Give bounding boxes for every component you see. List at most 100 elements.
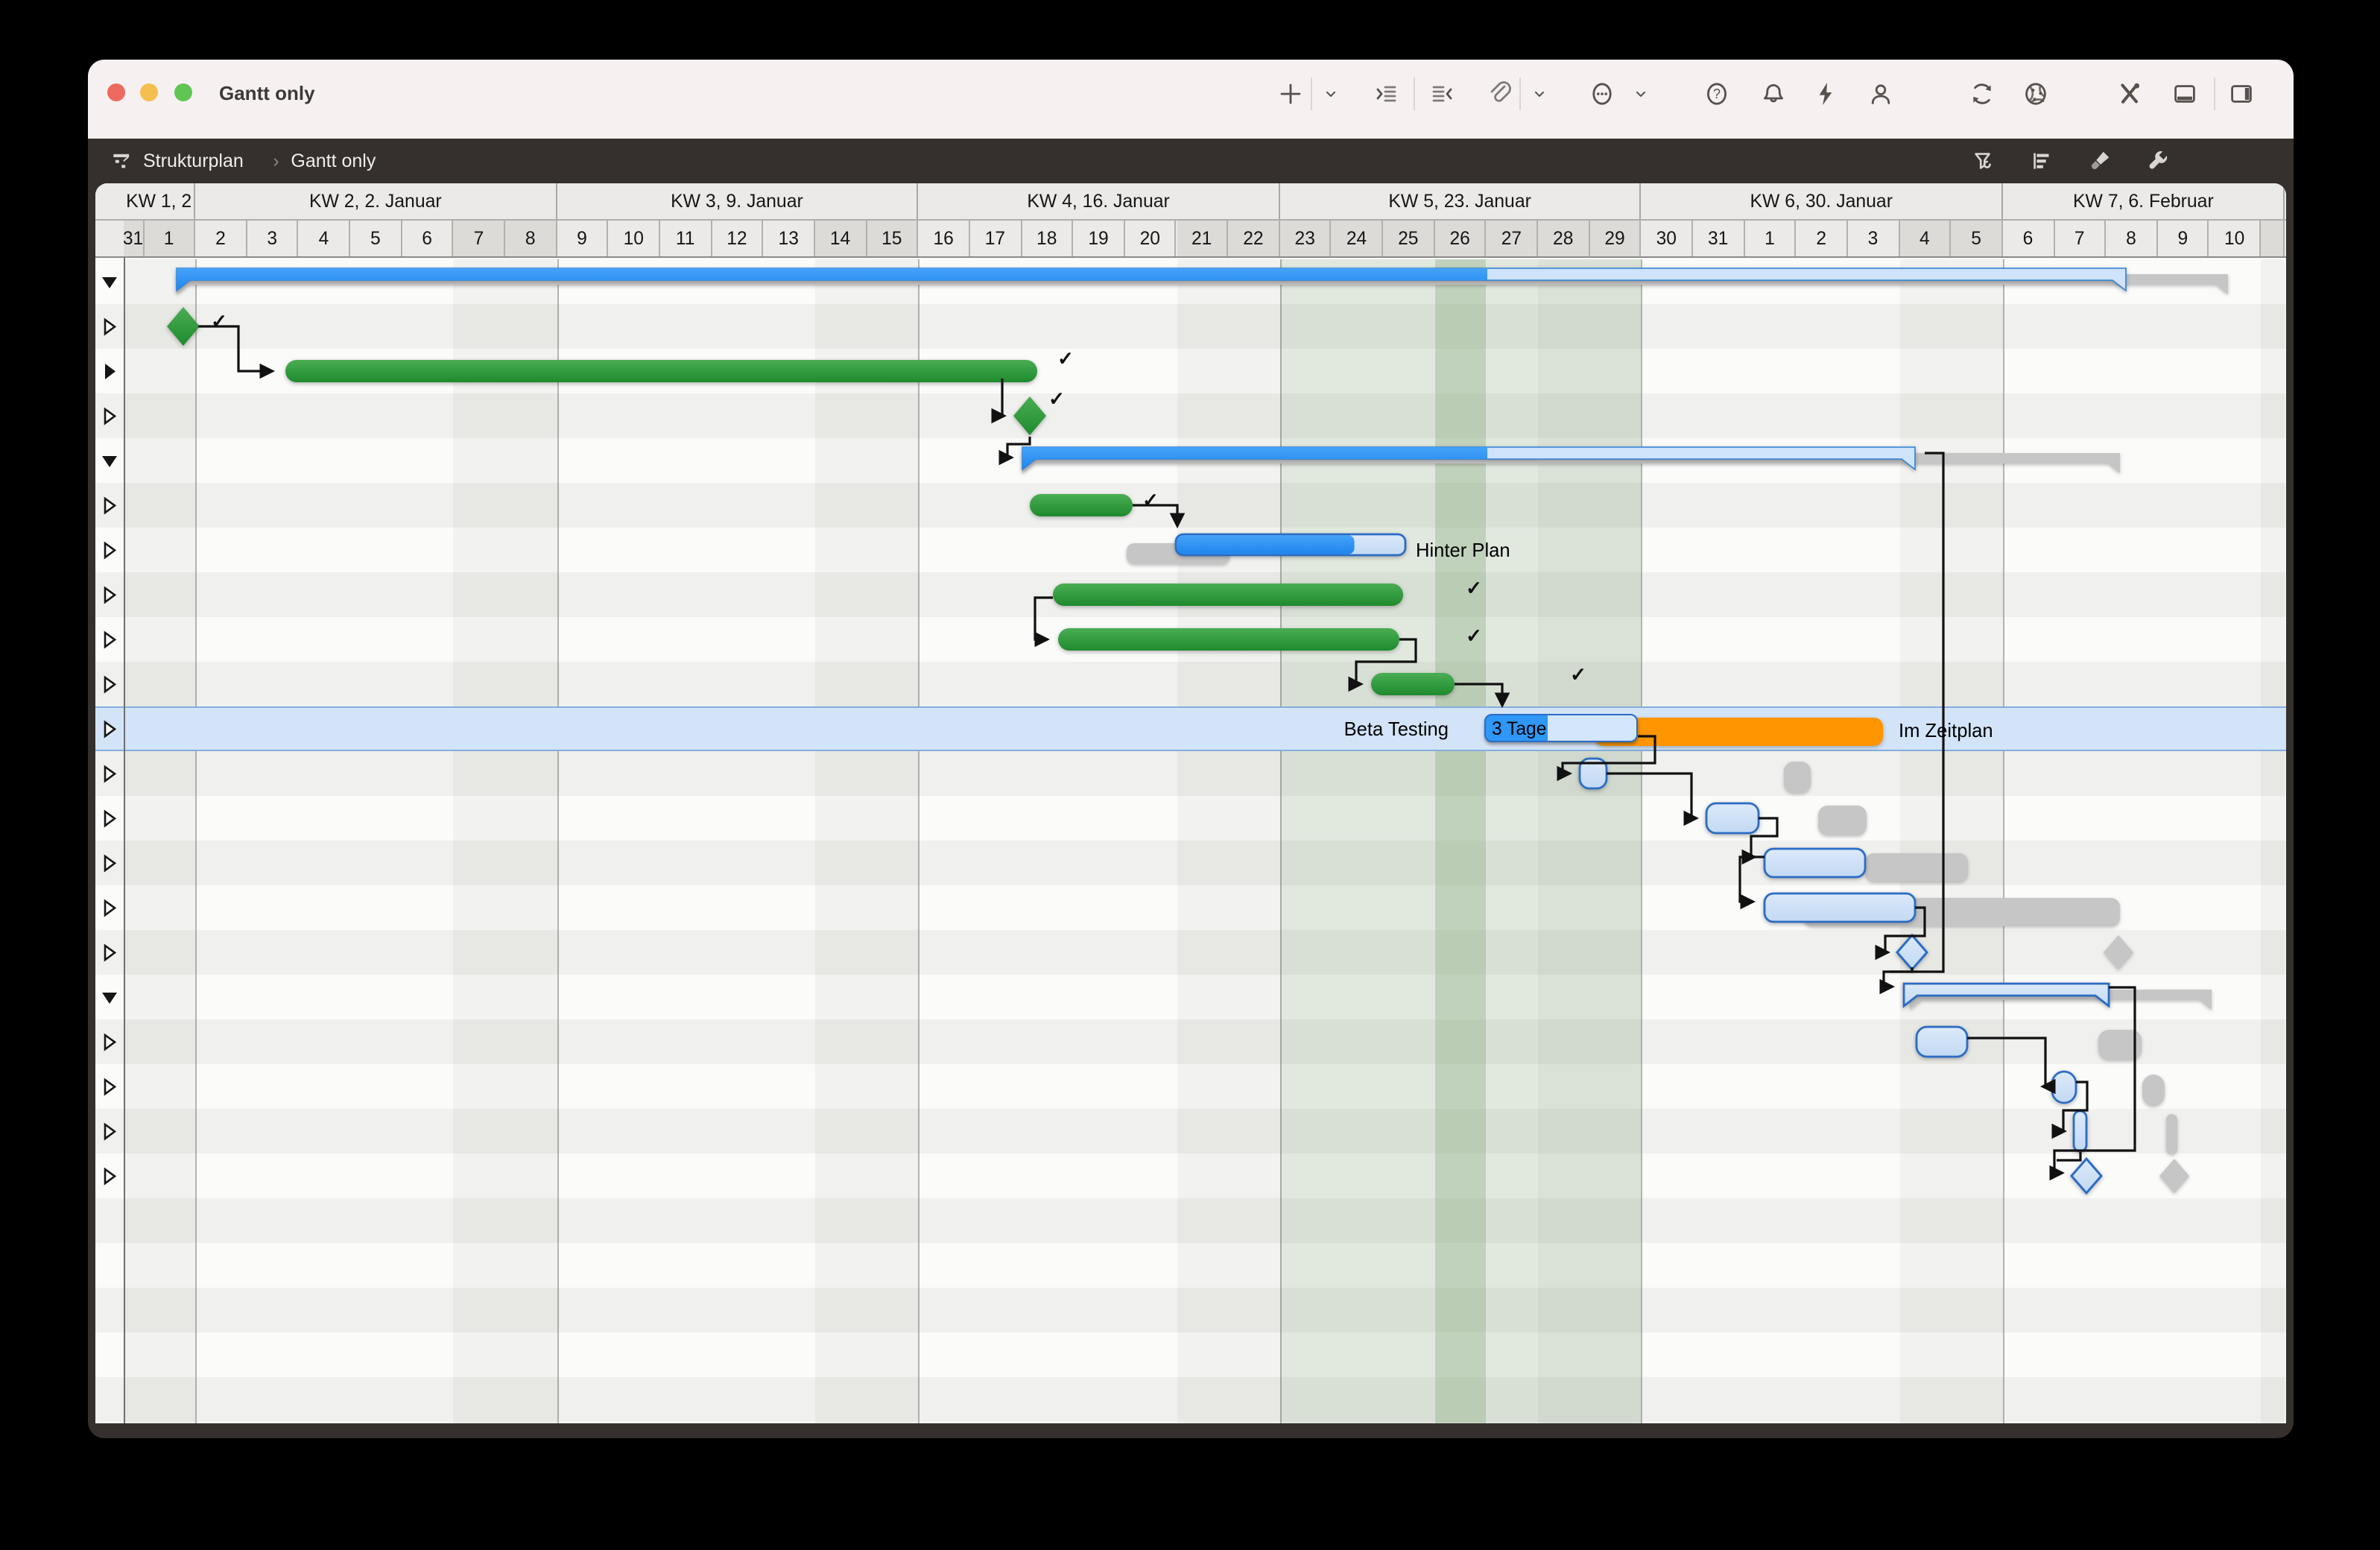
day-header-cell: 4 — [1899, 220, 1952, 257]
tools-icon[interactable] — [2116, 80, 2143, 107]
task-bar-completed[interactable] — [1058, 627, 1399, 650]
task-bar-planned[interactable] — [2051, 1069, 2077, 1104]
help-icon[interactable]: ? — [1703, 80, 1730, 107]
disclosure-leaf-icon[interactable] — [100, 1166, 119, 1186]
user-icon[interactable] — [1867, 80, 1894, 107]
day-header-cell: 19 — [1073, 220, 1125, 257]
panel-bottom-icon[interactable] — [2171, 80, 2198, 107]
notifications-icon[interactable] — [1760, 80, 1787, 107]
disclosure-expanded-icon[interactable] — [100, 451, 119, 470]
chevron-down-icon[interactable] — [1321, 84, 1341, 104]
row-stripe — [95, 1332, 2285, 1376]
header-divider — [95, 219, 2285, 221]
disclosure-expanded-icon[interactable] — [100, 272, 119, 291]
day-header-cell: 6 — [402, 220, 454, 257]
day-header-cell: 15 — [867, 220, 919, 257]
row-stripe — [95, 1108, 2285, 1153]
task-bar-planned[interactable] — [2072, 1109, 2088, 1152]
outdent-icon[interactable] — [1429, 80, 1456, 107]
settings-icon[interactable] — [2145, 148, 2171, 173]
disclosure-leaf-icon[interactable] — [100, 496, 119, 515]
milestone-diamond-planned[interactable] — [2070, 1156, 2103, 1195]
day-header-cell: 22 — [1228, 220, 1280, 257]
day-header-cell: 8 — [505, 220, 557, 257]
style-brush-icon[interactable] — [2087, 148, 2112, 173]
day-header-cell: 2 — [195, 220, 247, 257]
day-header-cell: 1 — [1744, 220, 1797, 257]
disclosure-leaf-icon[interactable] — [100, 1122, 119, 1141]
dependency-connector — [1133, 503, 1186, 528]
summary-bar-progress[interactable] — [177, 268, 1487, 290]
dependency-connector — [1034, 595, 1053, 647]
baseline-bar — [2166, 1113, 2177, 1154]
day-header-cell: 9 — [557, 220, 609, 257]
task-bar-completed[interactable] — [1371, 672, 1455, 695]
milestone-diamond-completed[interactable] — [167, 306, 200, 345]
zoom-button[interactable] — [174, 83, 192, 101]
day-header-cell: 26 — [1434, 220, 1487, 257]
task-bar-planned[interactable] — [1915, 1025, 1969, 1057]
summary-bar-progress[interactable] — [1022, 446, 1487, 469]
disclosure-leaf-icon[interactable] — [100, 764, 119, 783]
task-bar-conflict[interactable] — [1595, 717, 1883, 745]
actions-icon[interactable] — [1812, 80, 1839, 107]
task-bar-progress[interactable] — [1177, 534, 1355, 554]
add-icon[interactable] — [1277, 80, 1304, 107]
task-bar-planned[interactable] — [1705, 801, 1760, 834]
close-button[interactable] — [107, 83, 124, 101]
disclosure-leaf-icon[interactable] — [100, 1032, 119, 1051]
disclosure-leaf-icon[interactable] — [100, 1077, 119, 1096]
disclosure-leaf-icon[interactable] — [100, 674, 119, 694]
disclosure-leaf-icon[interactable] — [100, 540, 119, 560]
completed-check-icon: ✓ — [1466, 624, 1482, 646]
structure-icon[interactable] — [111, 149, 133, 171]
row-stripe — [95, 750, 2285, 795]
more-icon[interactable] — [1589, 80, 1615, 107]
dependency-connector — [1875, 905, 1926, 960]
task-bar-planned[interactable] — [1763, 847, 1867, 878]
day-header-cell: 14 — [814, 220, 867, 257]
dragged-task-bar[interactable]: 3 Tage — [1484, 714, 1638, 742]
filter-icon[interactable] — [1971, 148, 1996, 173]
disclosure-leaf-icon[interactable] — [100, 809, 119, 828]
selected-row-highlight[interactable] — [95, 706, 2285, 750]
disclosure-leaf-icon[interactable] — [100, 406, 119, 426]
minimize-button[interactable] — [140, 83, 158, 101]
disclosure-leaf-icon[interactable] — [100, 943, 119, 962]
panel-right-icon[interactable] — [2228, 80, 2255, 107]
attach-icon[interactable] — [1486, 80, 1513, 107]
indent-icon[interactable] — [1373, 80, 1399, 107]
summary-bar-planned[interactable] — [1902, 981, 2110, 1008]
breadcrumb-root[interactable]: Strukturplan — [143, 150, 244, 171]
disclosure-expanded-icon[interactable] — [100, 987, 119, 1007]
task-bar-completed[interactable] — [285, 359, 1037, 382]
milestone-diamond-completed[interactable] — [1013, 396, 1046, 434]
disclosure-collapsed-icon[interactable] — [100, 361, 119, 381]
week-header-cell: KW 1, 2 — [124, 183, 196, 220]
breadcrumb-current[interactable]: Gantt only — [291, 150, 376, 171]
app-window: Gantt only ? Strukturplan › Gantt only H… — [88, 60, 2293, 1438]
sync-icon[interactable] — [1969, 80, 1996, 107]
network-icon[interactable] — [2022, 80, 2049, 107]
outline-icon[interactable] — [2029, 148, 2054, 173]
task-bar-planned[interactable] — [1763, 891, 1917, 923]
week-gridline — [557, 259, 559, 1423]
baseline-bar — [1818, 805, 1867, 835]
toolbar-divider — [1414, 78, 1415, 110]
disclosure-leaf-icon[interactable] — [100, 719, 119, 738]
milestone-diamond-planned[interactable] — [1896, 932, 1928, 971]
task-bar-completed[interactable] — [1030, 493, 1133, 516]
chevron-down-icon[interactable] — [1530, 84, 1549, 104]
task-bar-completed[interactable] — [1053, 583, 1403, 605]
timeline-header: KW 1, 2 KW 2, 2. Januar KW 3, 9. Januar KW … — [95, 183, 2285, 258]
disclosure-leaf-icon[interactable] — [100, 585, 119, 604]
disclosure-leaf-icon[interactable] — [100, 898, 119, 917]
disclosure-leaf-icon[interactable] — [100, 853, 119, 873]
chevron-down-icon[interactable] — [1631, 84, 1651, 104]
disclosure-leaf-icon[interactable] — [100, 317, 119, 336]
week-header-cell: KW 6, 30. Januar — [1642, 183, 2003, 220]
disclosure-leaf-icon[interactable] — [100, 630, 119, 649]
toolbar-divider — [1519, 78, 1521, 110]
row-stripe — [95, 1153, 2285, 1198]
row-stripe — [95, 1421, 2285, 1423]
